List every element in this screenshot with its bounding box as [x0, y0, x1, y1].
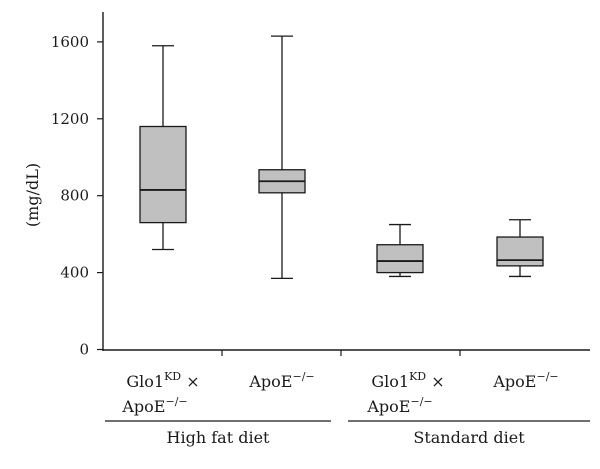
- box-3: [376, 223, 424, 278]
- boxes: [139, 35, 544, 280]
- y-tick-label: 400: [60, 264, 89, 282]
- iqr-box: [376, 244, 424, 274]
- x-axis-labels: Glo1KD × ApoE−/− ApoE−/− Glo1KD × ApoE−/− Apo…: [121, 370, 558, 416]
- x-axis: [103, 349, 590, 356]
- group-brackets: High fat diet Standard diet: [105, 420, 590, 447]
- group-label-1: High fat diet: [167, 428, 271, 447]
- box-2: [258, 35, 306, 280]
- group-label-2: Standard diet: [413, 428, 525, 447]
- y-tick-label: 800: [60, 187, 89, 205]
- y-axis-label: (mg/dL): [23, 163, 42, 227]
- category-label-line2-1: ApoE−/−: [121, 395, 187, 416]
- y-tick-label: 1200: [51, 110, 89, 128]
- iqr-box: [496, 236, 544, 267]
- category-label-2: ApoE−/−: [248, 370, 314, 391]
- iqr-box: [139, 125, 187, 224]
- category-label-3: Glo1KD ×: [371, 370, 444, 391]
- category-label-line2-3: ApoE−/−: [366, 395, 432, 416]
- y-tick-label: 0: [79, 341, 89, 359]
- box-4: [496, 219, 544, 278]
- y-axis: 0 400 800 1200 1600: [51, 12, 104, 359]
- y-tick-label: 1600: [51, 33, 89, 51]
- category-label-4: ApoE−/−: [492, 370, 558, 391]
- box-1: [139, 45, 187, 251]
- category-label-1: Glo1KD ×: [126, 370, 199, 391]
